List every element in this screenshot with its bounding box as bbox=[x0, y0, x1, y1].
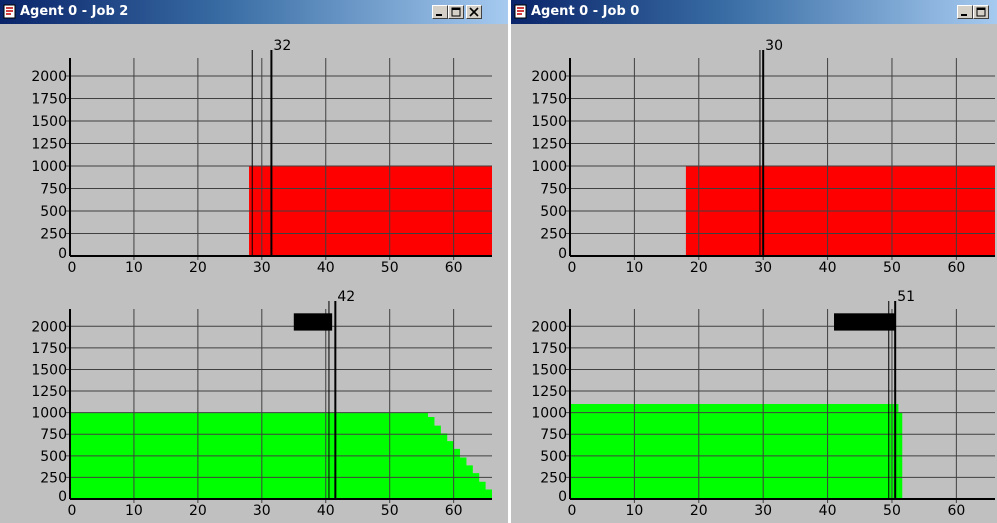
x-tick-label: 60 bbox=[947, 503, 965, 519]
x-tick-label: 50 bbox=[381, 503, 399, 519]
x-tick-label: 10 bbox=[125, 503, 143, 519]
x-tick-label: 50 bbox=[883, 503, 901, 519]
y-tick-label: 1250 bbox=[531, 384, 567, 400]
x-tick-label: 40 bbox=[819, 260, 837, 274]
close-icon bbox=[469, 7, 479, 17]
window-agent0-job2: Agent 0 - Job 2 0 10 20 30 40 50 60 0 250 500 750 1… bbox=[0, 0, 508, 523]
y-tick-label: 1000 bbox=[531, 406, 567, 422]
y-tick-label: 1000 bbox=[31, 406, 67, 422]
plot-panel-bottom: 0 10 20 30 40 50 60 0 250 500 750 1000 1250 1500 1750 2… bbox=[511, 274, 997, 523]
y-tick-label: 2000 bbox=[531, 69, 567, 85]
maximize-button[interactable] bbox=[448, 5, 464, 19]
y-tick-label: 1000 bbox=[31, 159, 67, 175]
minimize-icon bbox=[961, 14, 967, 16]
y-tick-label: 1750 bbox=[31, 92, 67, 108]
app-icon bbox=[514, 4, 527, 19]
maximize-icon bbox=[976, 7, 986, 17]
title-bar[interactable]: Agent 0 - Job 2 bbox=[0, 0, 508, 24]
y-tick-label: 500 bbox=[40, 449, 67, 465]
y-tick-label: 1500 bbox=[31, 114, 67, 130]
x-tick-label: 10 bbox=[125, 260, 143, 274]
maximize-icon bbox=[451, 7, 461, 17]
marker-value-label: 42 bbox=[337, 289, 355, 305]
x-tick-label: 20 bbox=[189, 260, 207, 274]
plot-panel-top: 0 10 20 30 40 50 60 0 250 500 750 1000 1250 1500 1750 2… bbox=[0, 24, 508, 274]
y-tick-label: 2000 bbox=[31, 319, 67, 335]
window-title: Agent 0 - Job 0 bbox=[531, 4, 640, 19]
x-tick-label: 20 bbox=[189, 503, 207, 519]
marker-value-label: 51 bbox=[897, 289, 915, 305]
y-tick-label: 2000 bbox=[531, 319, 567, 335]
y-tick-label: 500 bbox=[540, 204, 567, 220]
minimize-button[interactable] bbox=[432, 5, 448, 19]
y-tick-label: 250 bbox=[40, 470, 67, 486]
y-tick-label: 0 bbox=[58, 246, 67, 262]
y-tick-label: 1250 bbox=[531, 137, 567, 153]
y-tick-label: 1500 bbox=[531, 114, 567, 130]
x-tick-label: 50 bbox=[381, 260, 399, 274]
marker-value-label: 30 bbox=[765, 38, 783, 54]
x-tick-label: 30 bbox=[253, 503, 271, 519]
x-tick-label: 60 bbox=[445, 260, 463, 274]
y-tick-label: 1250 bbox=[31, 137, 67, 153]
x-tick-label: 30 bbox=[754, 260, 772, 274]
minimize-button[interactable] bbox=[957, 5, 973, 19]
y-tick-label: 750 bbox=[40, 427, 67, 443]
x-tick-label: 40 bbox=[317, 503, 335, 519]
y-tick-label: 500 bbox=[540, 449, 567, 465]
y-tick-label: 250 bbox=[540, 227, 567, 243]
y-tick-label: 750 bbox=[540, 182, 567, 198]
y-tick-label: 1500 bbox=[31, 362, 67, 378]
x-tick-label: 60 bbox=[947, 260, 965, 274]
y-tick-label: 1750 bbox=[531, 341, 567, 357]
y-tick-label: 500 bbox=[40, 204, 67, 220]
y-tick-label: 1500 bbox=[531, 362, 567, 378]
y-tick-label: 250 bbox=[40, 227, 67, 243]
x-tick-label: 0 bbox=[68, 260, 77, 274]
plot-panel-bottom: 0 10 20 30 40 50 60 0 250 500 750 1000 1250 1500 1750 2… bbox=[0, 274, 508, 523]
x-tick-label: 50 bbox=[883, 260, 901, 274]
close-button[interactable] bbox=[466, 5, 482, 19]
y-tick-label: 250 bbox=[540, 470, 567, 486]
y-tick-label: 1000 bbox=[531, 159, 567, 175]
y-tick-label: 1250 bbox=[31, 384, 67, 400]
window-agent0-job0: Agent 0 - Job 0 0 10 20 30 40 50 60 0 250 500 750 1… bbox=[511, 0, 997, 523]
minimize-icon bbox=[436, 14, 442, 16]
app-icon bbox=[3, 4, 16, 19]
y-tick-label: 2000 bbox=[31, 69, 67, 85]
data-area-0 bbox=[570, 404, 899, 499]
x-tick-label: 60 bbox=[445, 503, 463, 519]
y-tick-label: 0 bbox=[558, 489, 567, 505]
black-bar bbox=[293, 313, 333, 331]
title-bar[interactable]: Agent 0 - Job 0 bbox=[511, 0, 997, 24]
y-tick-label: 750 bbox=[40, 182, 67, 198]
chart-job2-red: 0 10 20 30 40 50 60 0 250 500 750 1000 1250 1500 1750 2… bbox=[31, 38, 492, 274]
window-title: Agent 0 - Job 2 bbox=[20, 4, 129, 19]
maximize-button[interactable] bbox=[973, 5, 989, 19]
x-tick-label: 30 bbox=[754, 503, 772, 519]
chart-job0-red: 0 10 20 30 40 50 60 0 250 500 750 1000 1250 1500 1750 2… bbox=[531, 38, 995, 274]
x-tick-label: 10 bbox=[625, 503, 643, 519]
x-tick-label: 0 bbox=[568, 260, 577, 274]
x-tick-label: 10 bbox=[625, 260, 643, 274]
x-tick-label: 0 bbox=[68, 503, 77, 519]
x-tick-label: 40 bbox=[317, 260, 335, 274]
y-tick-label: 0 bbox=[58, 489, 67, 505]
plot-panel-top: 0 10 20 30 40 50 60 0 250 500 750 1000 1250 1500 1750 2… bbox=[511, 24, 997, 274]
chart-job0-green: 0 10 20 30 40 50 60 0 250 500 750 1000 1250 1500 1750 2… bbox=[531, 289, 995, 519]
chart-job2-green: 0 10 20 30 40 50 60 0 250 500 750 1000 1250 1500 1750 2… bbox=[31, 289, 492, 519]
y-tick-label: 0 bbox=[558, 246, 567, 262]
x-tick-label: 40 bbox=[819, 503, 837, 519]
x-tick-label: 20 bbox=[690, 260, 708, 274]
x-tick-label: 30 bbox=[253, 260, 271, 274]
y-tick-label: 1750 bbox=[31, 341, 67, 357]
x-tick-label: 20 bbox=[690, 503, 708, 519]
y-tick-label: 750 bbox=[540, 427, 567, 443]
black-bar bbox=[834, 313, 896, 331]
x-tick-label: 0 bbox=[568, 503, 577, 519]
y-tick-label: 1750 bbox=[531, 92, 567, 108]
marker-value-label: 32 bbox=[273, 38, 291, 54]
